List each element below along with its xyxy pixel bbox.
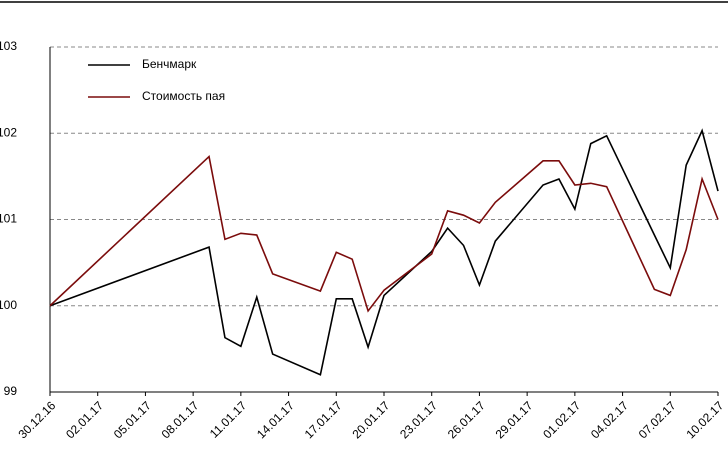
legend-label: Бенчмарк: [142, 57, 197, 71]
x-tick-label: 30.12.16: [15, 398, 58, 441]
x-tick-label: 08.01.17: [159, 398, 202, 441]
x-tick-label: 20.01.17: [349, 398, 392, 441]
x-tick-label: 05.01.17: [111, 398, 154, 441]
x-tick-label: 23.01.17: [397, 398, 440, 441]
x-tick-label: 07.02.17: [636, 398, 679, 441]
x-tick-label: 11.01.17: [207, 398, 250, 441]
y-tick-label: 99: [4, 384, 18, 398]
series-line: [49, 154, 719, 313]
y-tick-label: 103: [0, 39, 17, 53]
y-tick-label: 101: [0, 212, 17, 226]
series-line: [49, 128, 719, 376]
x-tick-label: 01.02.17: [540, 398, 583, 441]
x-tick-label: 14.01.17: [254, 398, 297, 441]
x-tick-label: 02.01.17: [63, 398, 106, 441]
x-tick-label: 29.01.17: [493, 398, 536, 441]
x-tick-label: 17.01.17: [302, 398, 345, 441]
x-tick-label: 10.02.17: [683, 398, 726, 441]
y-tick-label: 100: [0, 298, 17, 312]
y-tick-label: 102: [0, 125, 17, 139]
x-tick-label: 04.02.17: [588, 398, 631, 441]
x-tick-label: 26.01.17: [445, 398, 488, 441]
legend-label: Стоимость пая: [142, 89, 225, 103]
